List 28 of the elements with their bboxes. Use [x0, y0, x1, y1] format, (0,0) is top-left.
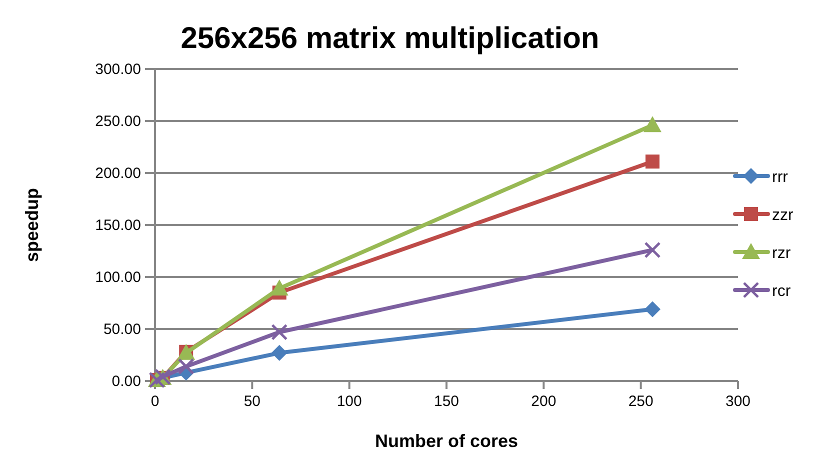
x-axis-title: Number of cores	[374, 431, 518, 451]
y-tick-label: 250.00	[95, 113, 141, 130]
legend-label: zzr	[772, 207, 794, 224]
point	[178, 358, 194, 375]
point	[271, 344, 288, 361]
x-tick-label: 0	[150, 393, 160, 410]
y-tick-label: 0.00	[112, 373, 141, 390]
x-tick-label: 200	[531, 393, 556, 410]
point	[644, 301, 660, 318]
x-tick-label: 50	[244, 393, 261, 410]
x-tick-label: 100	[336, 393, 362, 410]
point	[643, 116, 662, 132]
legend-label: rcr	[772, 283, 792, 300]
y-axis-title: speedup	[22, 188, 42, 262]
y-tick-label: 200.00	[95, 165, 141, 182]
y-tick-label: 150.00	[95, 217, 141, 234]
x-tick-label: 250	[628, 393, 654, 410]
y-tick-label: 300.00	[95, 61, 141, 78]
y-tick-label: 100.00	[95, 269, 141, 286]
y-tick-label: 50.00	[103, 321, 141, 338]
point	[645, 154, 660, 169]
point	[271, 324, 288, 340]
legend-label: rrr	[772, 169, 789, 186]
legend-label: rzr	[772, 245, 792, 262]
x-tick-label: 150	[434, 393, 460, 410]
chart-title: 256x256 matrix multiplication	[180, 22, 600, 55]
x-tick-label: 300	[725, 393, 751, 410]
point	[644, 242, 661, 258]
